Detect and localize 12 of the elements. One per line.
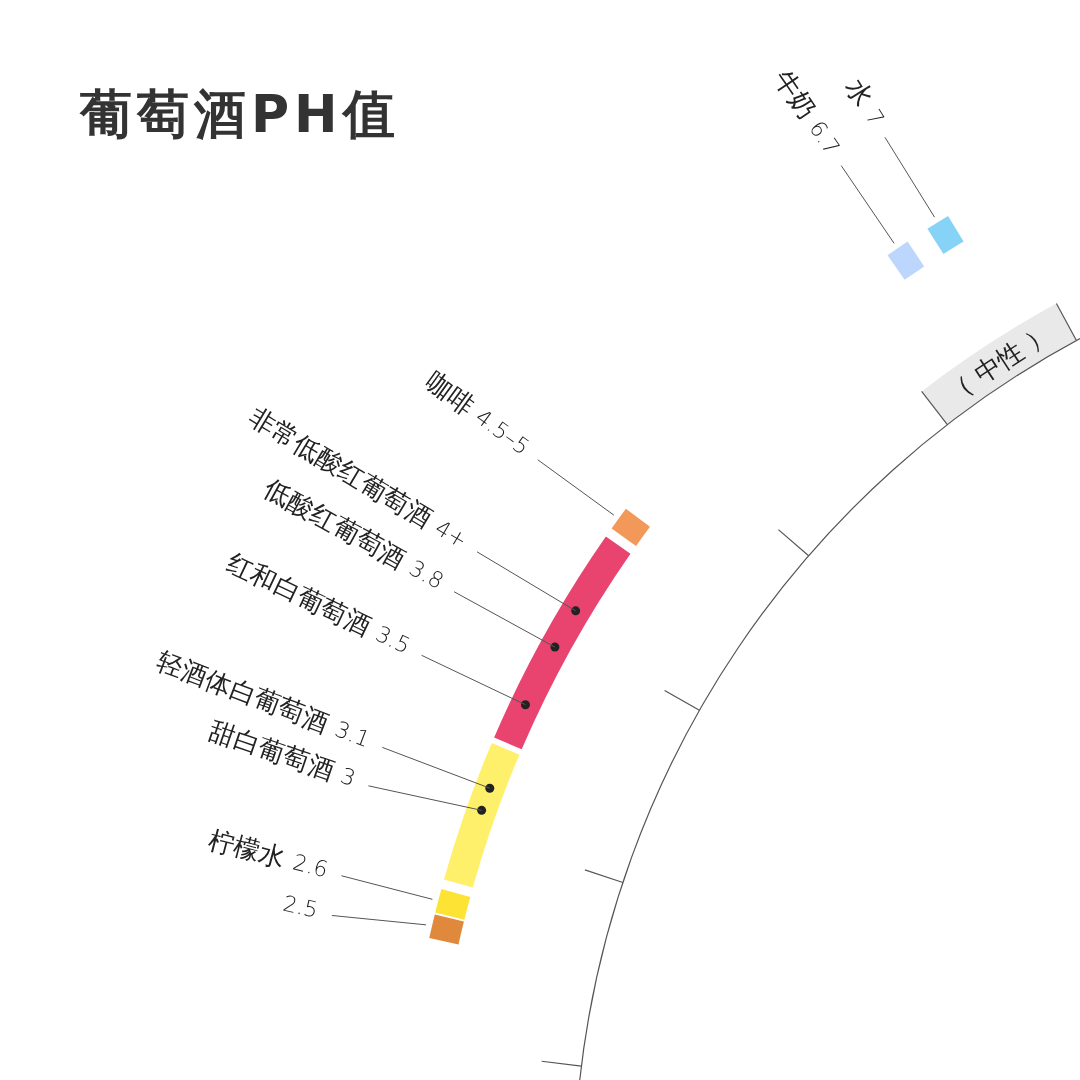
data-label: 7 (860, 105, 890, 131)
data-label: 6.7 (804, 116, 845, 160)
data-label: 2.6 (290, 849, 331, 883)
data-label: 3.5 (371, 620, 415, 659)
data-label: 3.8 (405, 555, 448, 594)
data-label: 4+ (430, 515, 472, 554)
text: 葡萄酒PH值 (79, 83, 400, 144)
data-label: 2.5 (280, 890, 321, 923)
category-label: 柠檬水 (205, 824, 289, 874)
data-label: 3.1 (331, 716, 374, 753)
data-label: 3 (337, 762, 359, 792)
text: （ 中性 ） (940, 316, 1058, 408)
